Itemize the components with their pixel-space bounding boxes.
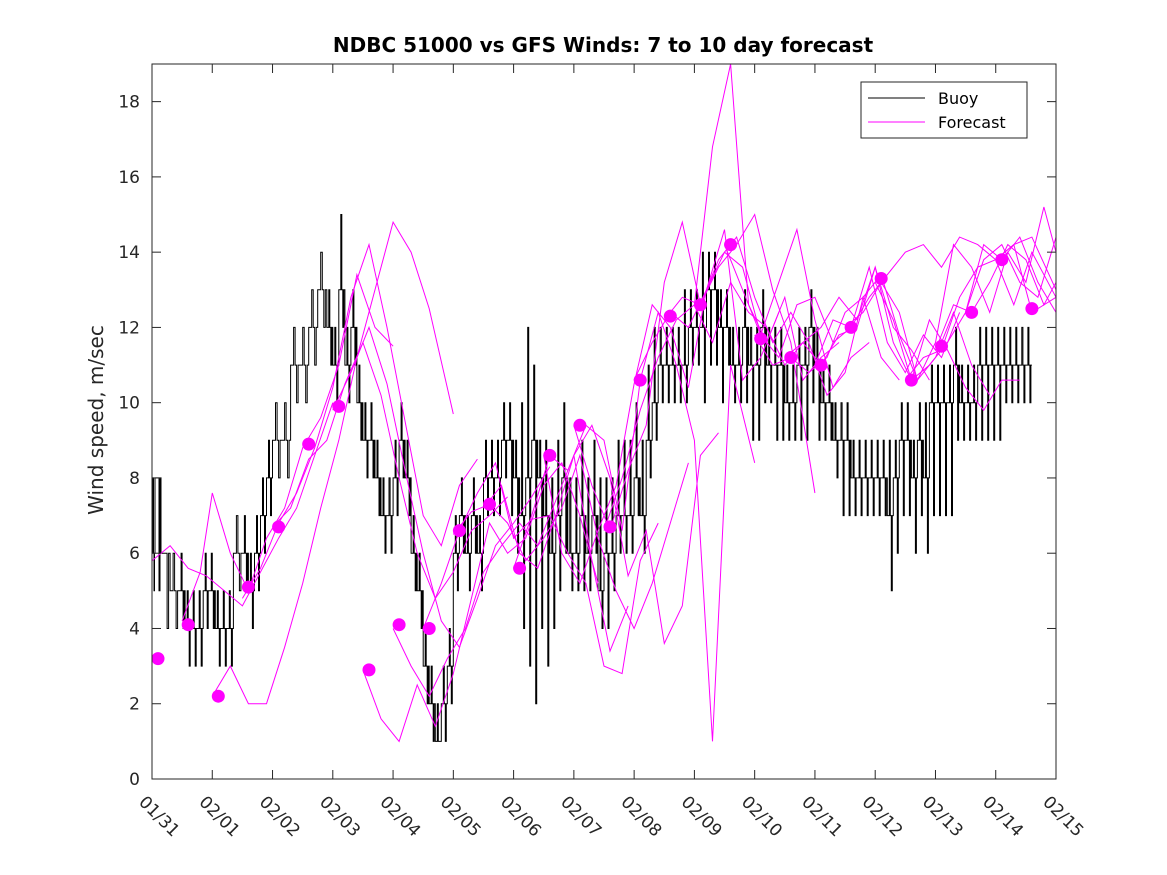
y-tick-label: 6 (129, 544, 140, 564)
forecast-point (272, 520, 286, 534)
legend-box (860, 81, 1028, 139)
forecast-point (633, 373, 647, 387)
forecast-point (844, 320, 858, 334)
forecast-point (422, 622, 436, 635)
y-tick-label: 14 (118, 243, 140, 263)
buoy-series (152, 214, 1032, 742)
forecast-point (211, 689, 225, 703)
forecast-point (693, 298, 707, 312)
forecast-line-8 (422, 461, 659, 675)
forecast-point (995, 253, 1009, 267)
y-axis-label: Wind speed, m/sec (84, 325, 108, 515)
plot-area (151, 63, 1057, 780)
y-tick-label: 2 (129, 695, 140, 715)
forecast-point (181, 618, 195, 632)
y-tick-label: 10 (118, 394, 140, 414)
legend-buoy-label: Buoy (938, 89, 978, 108)
forecast-line-4 (272, 341, 508, 600)
forecast-point (603, 520, 617, 534)
forecast-point (452, 524, 466, 538)
forecast-point (392, 618, 406, 632)
forecast-point (663, 309, 677, 323)
forecast-line-5 (332, 325, 551, 649)
forecast-points (151, 238, 1039, 703)
forecast-point (151, 652, 165, 666)
y-tick-label: 0 (129, 770, 140, 790)
forecast-point (904, 373, 918, 387)
forecast-line-24 (904, 250, 1057, 381)
forecast-line-0 (151, 402, 334, 607)
axes-box (151, 63, 1057, 780)
forecast-point (754, 332, 768, 346)
forecast-point (724, 238, 738, 252)
forecast-point (784, 351, 798, 364)
forecast-point (241, 580, 255, 594)
legend-forecast-label: Forecast (938, 113, 1006, 132)
forecast-line-26 (965, 236, 1057, 313)
forecast-point (874, 272, 888, 285)
y-tick-label: 12 (118, 318, 140, 338)
forecast-line-2 (211, 220, 454, 705)
chart-title: NDBC 51000 vs GFS Winds: 7 to 10 day for… (333, 33, 874, 57)
forecast-point (1025, 302, 1039, 316)
forecast-point (483, 497, 496, 511)
forecast-line-14 (603, 63, 840, 531)
forecast-point (814, 358, 828, 372)
buoy-line (152, 214, 1032, 742)
forecast-point (332, 399, 346, 413)
forecast-point (302, 437, 316, 451)
forecast-line-13 (573, 213, 816, 533)
forecast-line-1 (181, 272, 394, 622)
y-tick-label: 4 (129, 619, 140, 639)
forecast-line-17 (693, 265, 930, 381)
forecast-point (935, 339, 948, 353)
forecast-point (965, 305, 979, 319)
y-tick-label: 16 (118, 168, 140, 188)
forecast-line-10 (483, 424, 719, 646)
y-tick-label: 8 (129, 469, 140, 489)
y-axis: 0 2 4 6 8 10 12 14 16 18 (118, 93, 1056, 790)
forecast-series-group (151, 63, 1057, 743)
legend: Buoy Forecast (860, 81, 1028, 139)
forecast-point (543, 448, 557, 462)
forecast-point (362, 663, 376, 677)
axes-background (152, 64, 1056, 779)
y-tick-label: 18 (118, 93, 140, 113)
forecast-point (573, 418, 587, 432)
forecast-line-12 (543, 229, 780, 585)
forecast-line-6 (362, 461, 599, 743)
forecast-line-7 (392, 453, 629, 698)
forecast-point (513, 561, 527, 575)
forecast-line-27 (995, 243, 1057, 314)
